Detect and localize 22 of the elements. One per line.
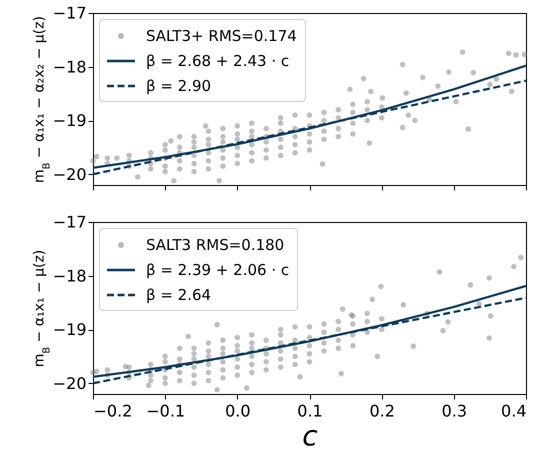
legend-label: SALT3 RMS=0.180 bbox=[146, 236, 284, 254]
x-tick-label: −0.2 bbox=[94, 402, 132, 420]
y-tick-label: −19 bbox=[52, 111, 86, 130]
y-tick-label: −19 bbox=[52, 320, 86, 339]
x-tick-label: 0.2 bbox=[369, 402, 395, 420]
legend-label: β = 2.68 + 2.43 · c bbox=[146, 52, 290, 70]
x-axis-title: c bbox=[302, 420, 318, 452]
y-tick-label: −17 bbox=[52, 212, 86, 232]
x-tick-label: −0.1 bbox=[146, 402, 186, 420]
legend-label: β = 2.64 bbox=[146, 286, 212, 304]
y-tick-label: −20 bbox=[52, 164, 86, 184]
y-tick-label: −20 bbox=[52, 374, 86, 393]
legend-label: SALT3+ RMS=0.174 bbox=[146, 26, 297, 44]
y-tick-label: −17 bbox=[52, 4, 86, 22]
y-tick-label: −18 bbox=[52, 266, 86, 286]
x-tick-label: 0.4 bbox=[501, 402, 526, 420]
legend-label: β = 2.90 bbox=[146, 76, 212, 94]
x-tick-label: 0.1 bbox=[297, 402, 323, 420]
x-tick-label: 0.0 bbox=[225, 402, 251, 420]
legend-label: β = 2.39 + 2.06 · c bbox=[146, 260, 290, 278]
x-tick-label: 0.3 bbox=[442, 402, 468, 420]
y-tick-label: −18 bbox=[52, 57, 86, 76]
